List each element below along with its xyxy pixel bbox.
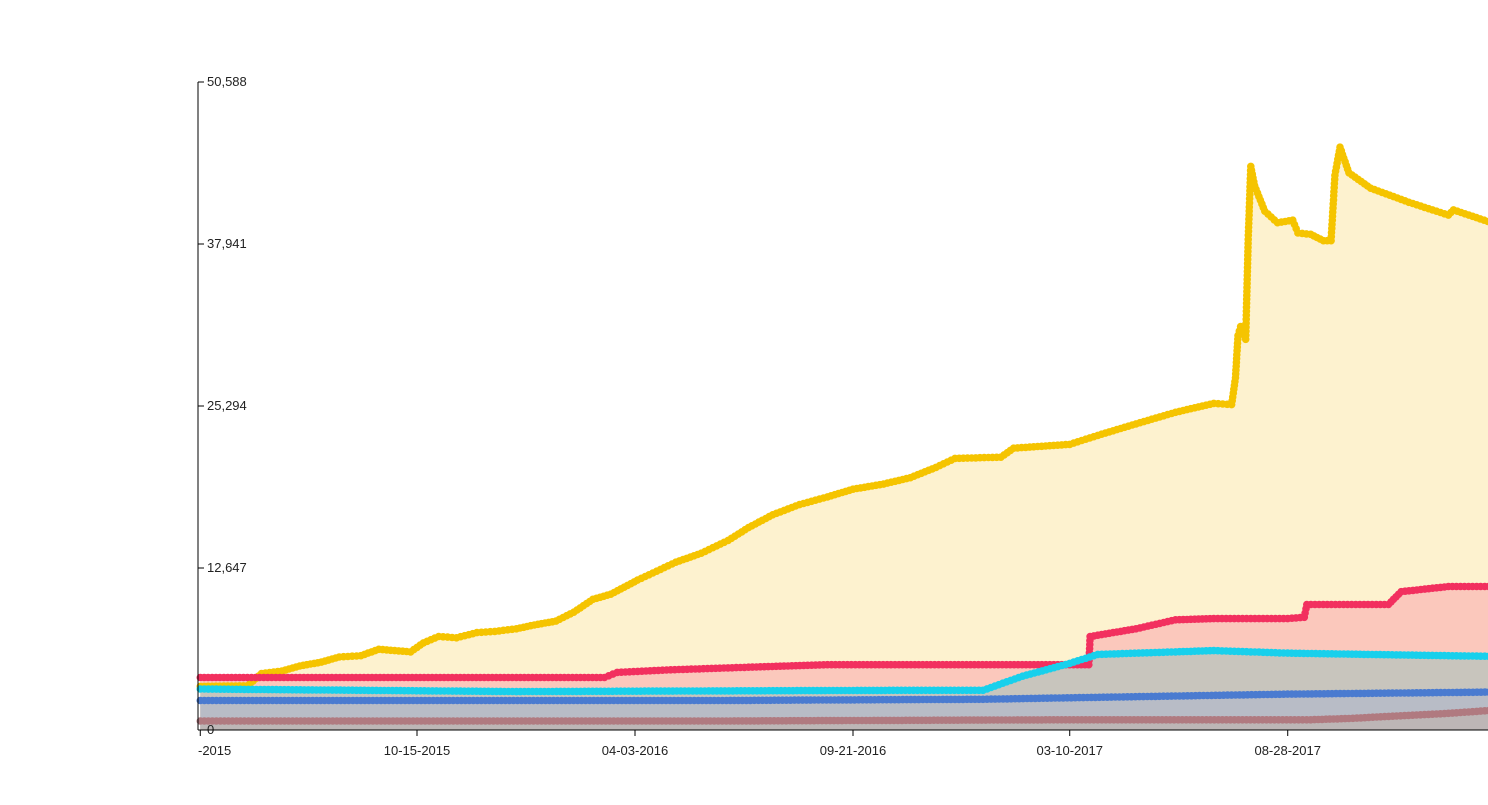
series-points: [196, 143, 1488, 725]
series-4-area: [200, 710, 1488, 730]
y-tick-label: 12,647: [207, 560, 247, 575]
series-3-point: [1485, 688, 1488, 696]
x-tick-label: -2015: [198, 743, 231, 758]
x-tick-label: 09-21-2016: [820, 743, 887, 758]
x-tick-label: 10-15-2015: [384, 743, 451, 758]
x-axis: -2015 10-15-2015 04-03-2016 09-21-2016 03-10…: [198, 729, 1488, 758]
x-tick-label: 04-03-2016: [602, 743, 669, 758]
series-4-point: [1485, 706, 1488, 715]
y-tick-label: 25,294: [207, 398, 247, 413]
series-2-point: [1485, 652, 1488, 661]
y-tick-label: 37,941: [207, 236, 247, 251]
series-0-point: [1484, 217, 1488, 226]
y-tick-label: 50,588: [207, 74, 247, 89]
series-1-point: [1485, 582, 1488, 591]
x-tick-label: 08-28-2017: [1254, 743, 1321, 758]
series-0-area: [200, 147, 1488, 730]
x-tick-label: 03-10-2017: [1036, 743, 1103, 758]
